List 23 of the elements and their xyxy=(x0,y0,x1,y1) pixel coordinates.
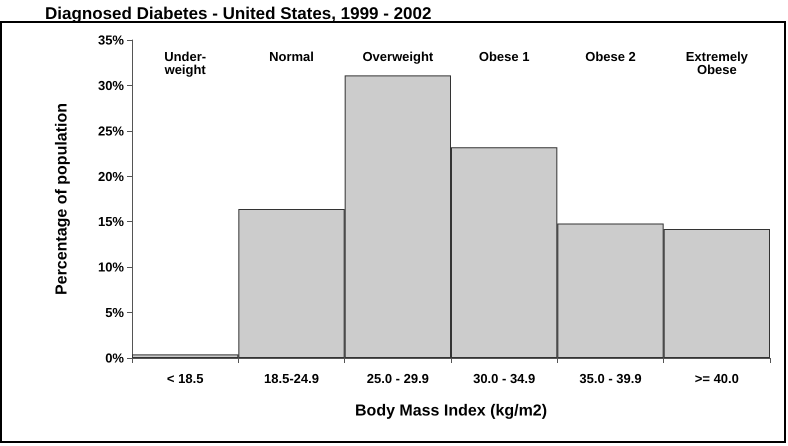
annotation: Normal xyxy=(269,49,314,64)
y-tick-label: 30% xyxy=(98,78,124,93)
x-tick-label: 30.0 - 34.9 xyxy=(473,371,536,386)
x-axis-title: Body Mass Index (kg/m2) xyxy=(354,402,548,420)
x-tick-label: < 18.5 xyxy=(166,371,204,386)
x-tick-label: 35.0 - 39.9 xyxy=(579,371,642,386)
x-tick-label: >= 40.0 xyxy=(694,371,739,386)
y-tick-label: 0% xyxy=(105,350,124,366)
annotation: Extremely Obese xyxy=(686,49,749,77)
y-tick-label: 25% xyxy=(98,123,124,138)
annotation: Overweight xyxy=(362,49,434,64)
y-tick-label: 15% xyxy=(98,214,124,230)
x-tick-label: 25.0 - 29.9 xyxy=(366,371,429,386)
annotation: Obese 2 xyxy=(585,49,636,64)
y-tick-label: 5% xyxy=(105,305,124,320)
annotation: Obese 1 xyxy=(478,49,530,64)
y-tick-label: 20% xyxy=(98,168,124,184)
y-tick-label: 35% xyxy=(98,32,124,48)
chart-title: Diagnosed Diabetes - United States, 1999 - 2002 xyxy=(45,4,432,23)
x-tick-label: 18.5-24.9 xyxy=(264,371,319,386)
y-axis-title: Percentage of population xyxy=(54,102,70,296)
annotation: Under- weight xyxy=(164,49,206,77)
y-tick-label: 10% xyxy=(98,260,124,275)
